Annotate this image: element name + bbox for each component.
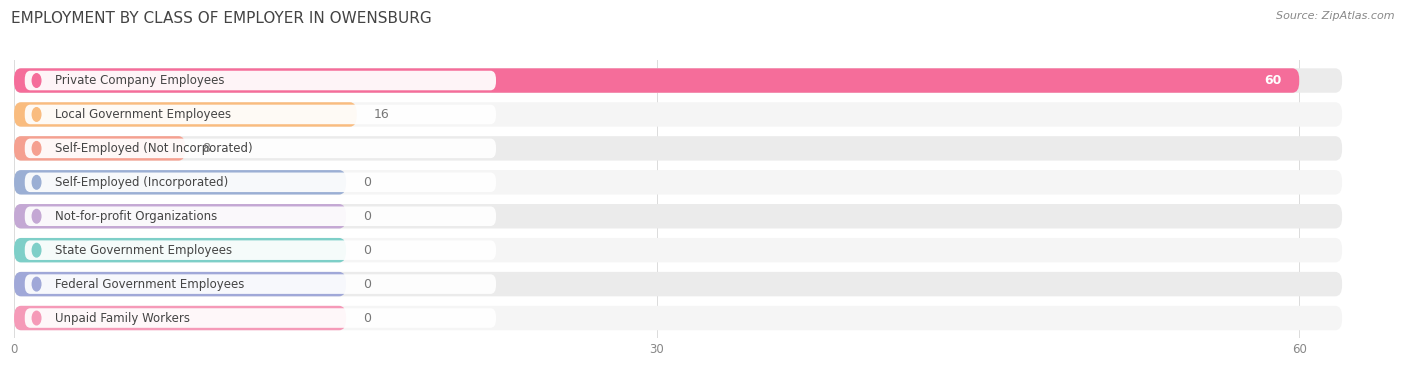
FancyBboxPatch shape — [14, 272, 1343, 296]
FancyBboxPatch shape — [25, 173, 496, 192]
Circle shape — [32, 209, 41, 223]
Circle shape — [32, 176, 41, 189]
Text: 16: 16 — [374, 108, 389, 121]
FancyBboxPatch shape — [25, 308, 496, 328]
FancyBboxPatch shape — [25, 105, 496, 124]
Circle shape — [32, 277, 41, 291]
FancyBboxPatch shape — [14, 102, 1343, 127]
FancyBboxPatch shape — [14, 170, 346, 194]
Text: Unpaid Family Workers: Unpaid Family Workers — [55, 312, 190, 324]
FancyBboxPatch shape — [14, 102, 357, 127]
Text: EMPLOYMENT BY CLASS OF EMPLOYER IN OWENSBURG: EMPLOYMENT BY CLASS OF EMPLOYER IN OWENS… — [11, 11, 432, 26]
FancyBboxPatch shape — [14, 238, 346, 262]
Text: Federal Government Employees: Federal Government Employees — [55, 277, 245, 291]
Text: Self-Employed (Not Incorporated): Self-Employed (Not Incorporated) — [55, 142, 253, 155]
FancyBboxPatch shape — [25, 139, 496, 158]
FancyBboxPatch shape — [25, 274, 496, 294]
Text: Private Company Employees: Private Company Employees — [55, 74, 225, 87]
Circle shape — [32, 311, 41, 325]
FancyBboxPatch shape — [25, 240, 496, 260]
Text: 0: 0 — [363, 210, 371, 223]
FancyBboxPatch shape — [14, 170, 1343, 194]
Circle shape — [32, 108, 41, 121]
Text: Self-Employed (Incorporated): Self-Employed (Incorporated) — [55, 176, 228, 189]
FancyBboxPatch shape — [14, 204, 1343, 229]
Text: Not-for-profit Organizations: Not-for-profit Organizations — [55, 210, 217, 223]
FancyBboxPatch shape — [14, 204, 346, 229]
FancyBboxPatch shape — [14, 68, 1299, 93]
Text: Source: ZipAtlas.com: Source: ZipAtlas.com — [1277, 11, 1395, 21]
FancyBboxPatch shape — [25, 206, 496, 226]
Circle shape — [32, 243, 41, 257]
FancyBboxPatch shape — [14, 272, 346, 296]
Text: 60: 60 — [1265, 74, 1282, 87]
Circle shape — [32, 74, 41, 87]
FancyBboxPatch shape — [14, 306, 346, 330]
FancyBboxPatch shape — [14, 68, 1343, 93]
Text: 0: 0 — [363, 277, 371, 291]
FancyBboxPatch shape — [25, 71, 496, 90]
Text: 0: 0 — [363, 244, 371, 257]
Text: State Government Employees: State Government Employees — [55, 244, 232, 257]
FancyBboxPatch shape — [14, 136, 186, 161]
Text: 0: 0 — [363, 176, 371, 189]
Text: Local Government Employees: Local Government Employees — [55, 108, 231, 121]
Text: 0: 0 — [363, 312, 371, 324]
FancyBboxPatch shape — [14, 136, 1343, 161]
FancyBboxPatch shape — [14, 306, 1343, 330]
Text: 8: 8 — [202, 142, 211, 155]
FancyBboxPatch shape — [14, 238, 1343, 262]
Circle shape — [32, 142, 41, 155]
